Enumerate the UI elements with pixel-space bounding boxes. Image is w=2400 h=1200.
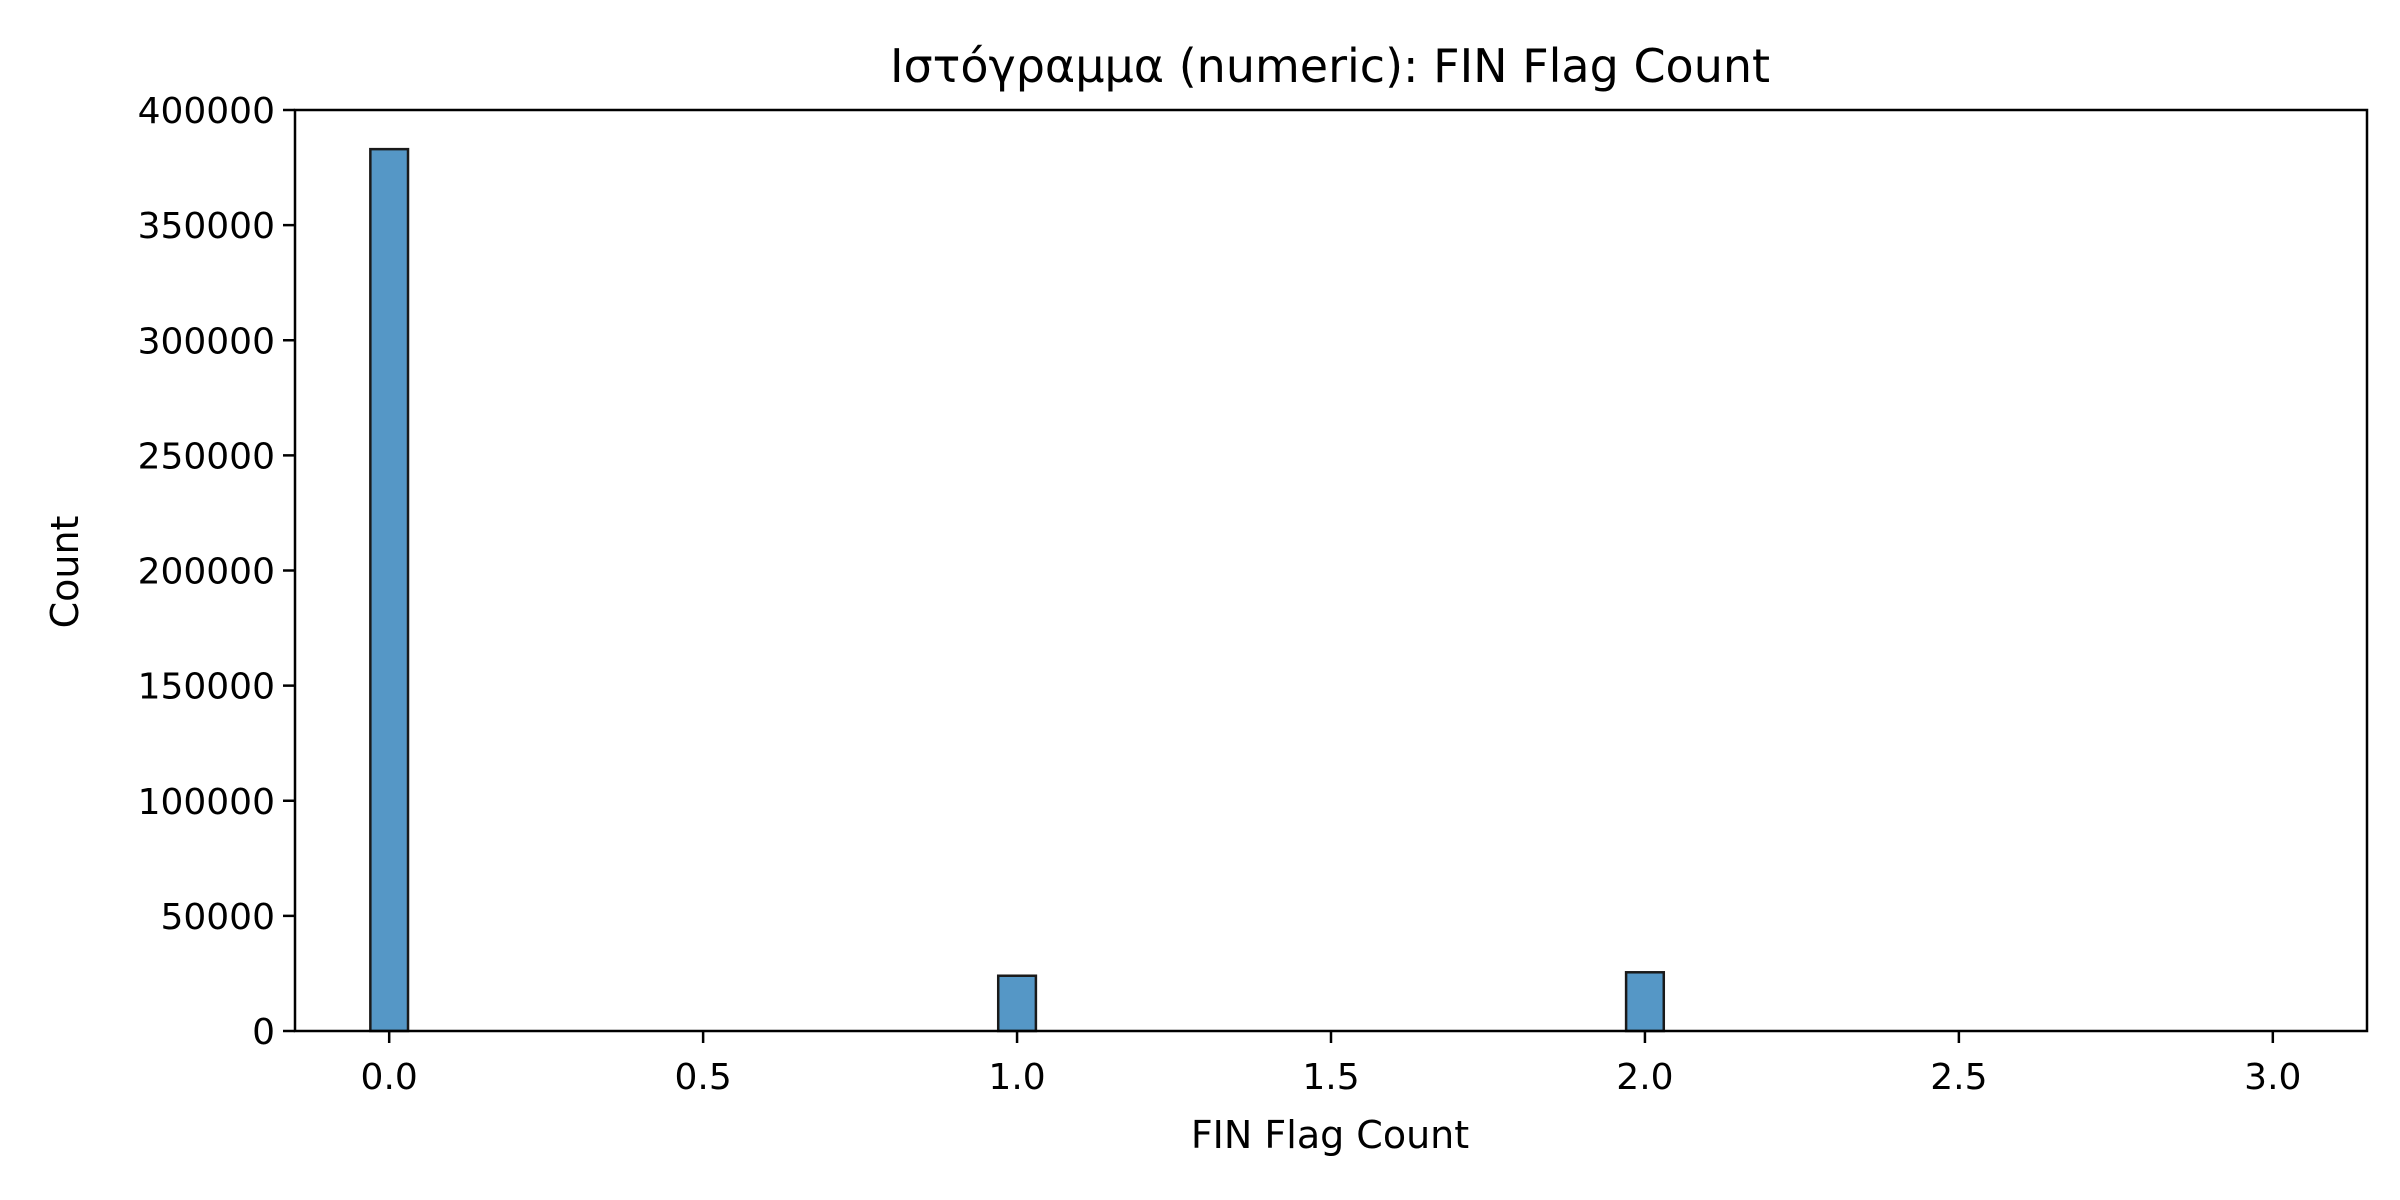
y-tick-label: 150000 xyxy=(138,667,275,708)
chart-title: Ιστόγραμμα (numeric): FIN Flag Count xyxy=(890,39,1770,93)
histogram-bar-2 xyxy=(1624,971,1666,1033)
y-tick-label: 300000 xyxy=(138,321,275,362)
y-axis-title: Count xyxy=(43,516,87,629)
x-tick-label: 0.0 xyxy=(361,1057,418,1098)
x-tick-label: 3.0 xyxy=(2244,1057,2301,1098)
y-tick-label: 250000 xyxy=(138,436,275,477)
plot-frame xyxy=(293,108,2369,1033)
y-tick-label: 100000 xyxy=(138,782,275,823)
bars-group xyxy=(369,147,1666,1033)
x-tick-label: 1.0 xyxy=(988,1057,1045,1098)
y-axis: 0 50000 100000 150000 200000 250000 300000 3500… xyxy=(138,91,295,1053)
x-axis-title: FIN Flag Count xyxy=(1191,1113,1469,1157)
y-tick-label: 0 xyxy=(252,1012,275,1053)
y-tick-label: 350000 xyxy=(138,206,275,247)
y-tick-label: 50000 xyxy=(160,897,275,938)
x-axis: 0.0 0.5 1.0 1.5 2.0 2.5 3.0 xyxy=(361,1031,2301,1098)
x-tick-label: 2.5 xyxy=(1930,1057,1987,1098)
y-tick-label: 400000 xyxy=(138,91,275,132)
histogram-bar-0 xyxy=(369,147,410,1033)
x-tick-label: 1.5 xyxy=(1302,1057,1359,1098)
histogram-bar-1 xyxy=(996,974,1038,1033)
x-tick-label: 0.5 xyxy=(674,1057,731,1098)
y-tick-label: 200000 xyxy=(138,552,275,593)
x-tick-label: 2.0 xyxy=(1616,1057,1673,1098)
